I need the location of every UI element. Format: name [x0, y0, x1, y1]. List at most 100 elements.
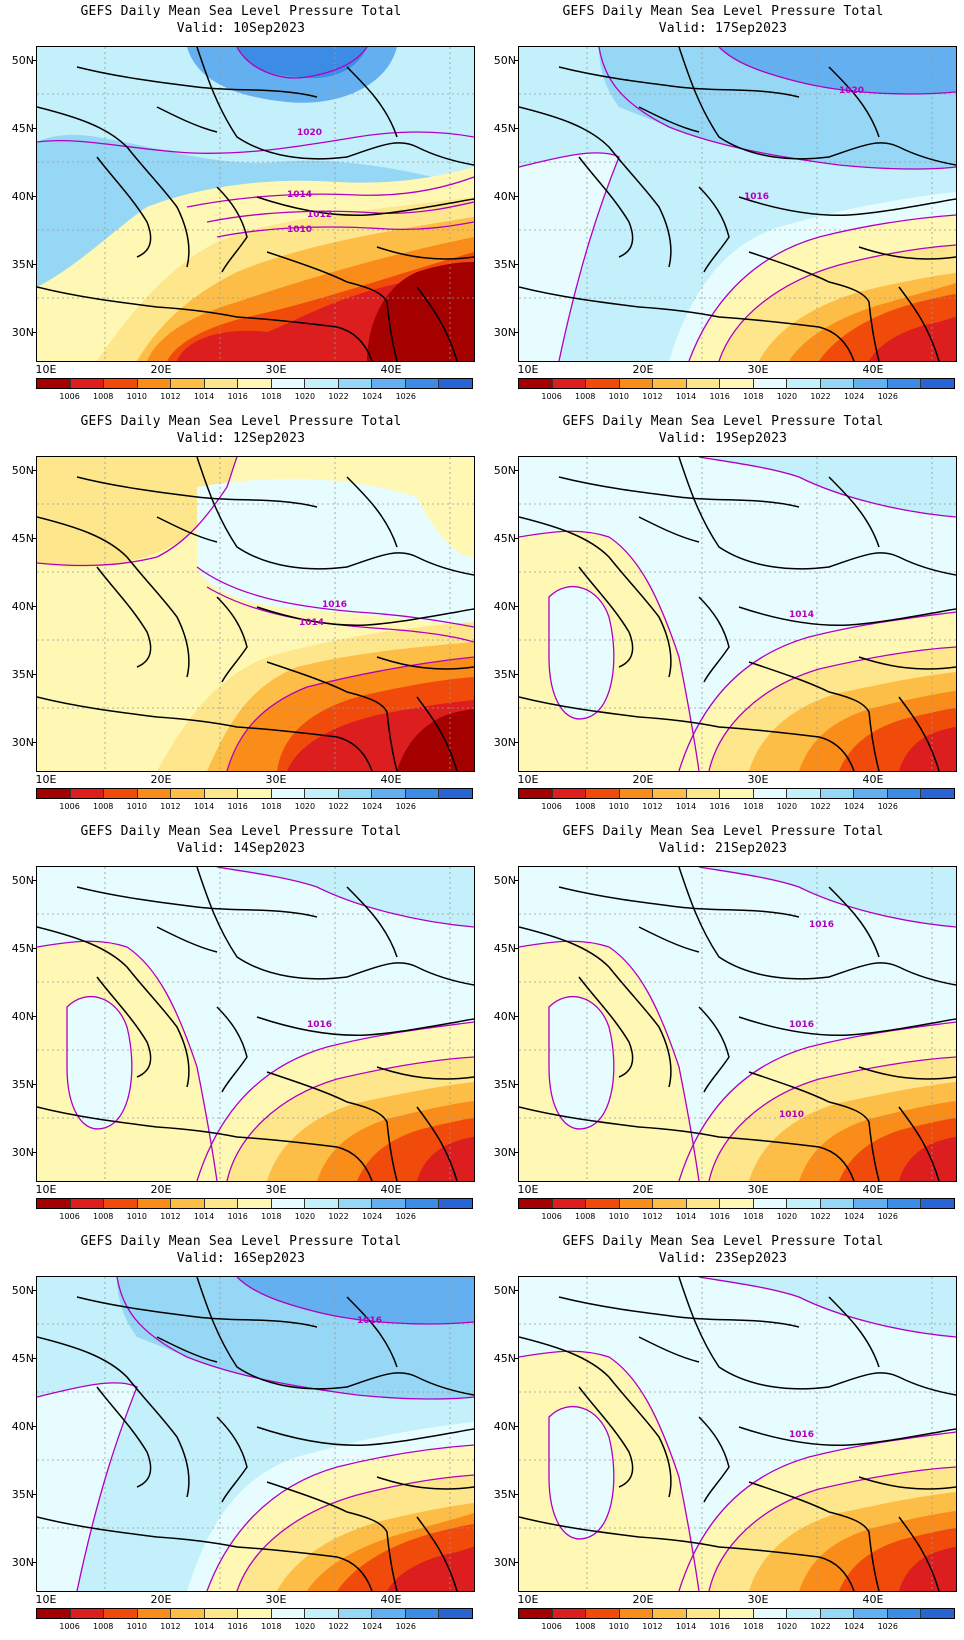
lon-label: 20E: [632, 773, 654, 786]
colorbar: [518, 1198, 955, 1209]
coastline: [216, 596, 248, 683]
colorbar-swatch: [854, 379, 888, 388]
isobar-line: [708, 646, 956, 771]
lat-label: 45N: [11, 532, 34, 545]
lat-label: 30N: [493, 736, 516, 749]
colorbar-swatch: [653, 1199, 687, 1208]
lat-label: 40N: [493, 1010, 516, 1023]
colorbar-label: 1018: [261, 1212, 282, 1221]
colorbar-label: 1014: [675, 1622, 697, 1631]
coastline: [519, 286, 855, 361]
map-panel: GEFS Daily Mean Sea Level Pressure Total…: [482, 1230, 964, 1640]
isobar-line: [718, 244, 956, 361]
coastline: [376, 1476, 474, 1490]
lat-tick: [514, 674, 518, 675]
coastline: [898, 696, 940, 771]
colorbar-swatch: [686, 789, 721, 798]
colorbar-swatch: [820, 1199, 855, 1208]
colorbar-label: 1026: [877, 392, 898, 401]
coastline: [738, 196, 956, 217]
contour-label: 1016: [789, 1430, 814, 1440]
colorbar-label: 1022: [328, 802, 349, 811]
colorbar-label: 1008: [93, 1212, 114, 1221]
colorbar-label: 1020: [776, 802, 798, 811]
colorbar-swatch: [338, 1199, 373, 1208]
lon-label: 20E: [632, 363, 654, 376]
colorbar: [36, 788, 473, 799]
lat-label: 35N: [11, 1488, 34, 1501]
coastline: [698, 596, 730, 683]
isobar-line: [698, 457, 956, 518]
colorbar-label: 1010: [608, 1622, 630, 1631]
pressure-band: [549, 1406, 614, 1539]
coastline: [519, 1336, 672, 1498]
isobar-line: [678, 1431, 956, 1591]
colorbar-swatch: [619, 1609, 654, 1618]
colorbar-label: 1010: [126, 1622, 148, 1631]
lat-label: 40N: [493, 190, 516, 203]
colorbar-swatch: [338, 1609, 373, 1618]
lat-tick: [514, 1290, 518, 1291]
panel-valid-date: Valid: 23Sep2023: [658, 1251, 788, 1266]
colorbar-swatch: [439, 379, 472, 388]
lat-label: 35N: [11, 668, 34, 681]
lat-label: 35N: [11, 1078, 34, 1091]
colorbar-label: 1018: [261, 802, 282, 811]
lon-label: 40E: [862, 773, 884, 786]
coastline: [416, 1516, 458, 1591]
colorbar-swatch: [686, 1199, 721, 1208]
colorbar-swatch: [104, 379, 138, 388]
colorbar-swatch: [405, 1199, 440, 1208]
colorbar-swatch: [586, 379, 620, 388]
isobar-line: [206, 201, 474, 223]
lat-tick: [32, 1562, 36, 1563]
coastline: [216, 186, 248, 273]
coastline: [376, 1066, 474, 1080]
colorbar-swatch: [405, 379, 440, 388]
lat-tick: [32, 1084, 36, 1085]
coastline: [96, 566, 152, 668]
pressure-map: 1016: [36, 1276, 475, 1592]
lon-label: 20E: [150, 773, 172, 786]
colorbar-swatch: [37, 1199, 71, 1208]
pressure-band: [387, 1547, 474, 1591]
lat-tick: [32, 606, 36, 607]
colorbar-swatch: [619, 379, 654, 388]
coastline: [416, 696, 458, 771]
lat-label: 50N: [493, 874, 516, 887]
colorbar-label: 1006: [59, 1622, 80, 1631]
pressure-band: [217, 867, 474, 927]
map-panel: GEFS Daily Mean Sea Level Pressure Total…: [0, 1230, 482, 1640]
isobar-line: [186, 176, 474, 208]
colorbar-swatch: [271, 379, 306, 388]
coastline: [519, 516, 672, 678]
lat-tick: [32, 332, 36, 333]
coastline: [738, 1016, 956, 1037]
isobar-line: [116, 1277, 474, 1400]
colorbar-swatch: [686, 1609, 721, 1618]
pressure-band: [899, 727, 956, 771]
colorbar-swatch: [519, 379, 553, 388]
coastline: [37, 286, 373, 361]
colorbar-swatch: [238, 379, 272, 388]
colorbar-label: 1006: [59, 802, 80, 811]
colorbar-label: 1014: [675, 802, 697, 811]
colorbar-label: 1022: [328, 1622, 349, 1631]
coastline: [156, 106, 218, 133]
lat-label: 35N: [493, 1078, 516, 1091]
colorbar-label: 1012: [642, 1622, 663, 1631]
panel-valid-date: Valid: 10Sep2023: [176, 21, 306, 36]
lat-label: 40N: [493, 600, 516, 613]
lon-label: 20E: [150, 1593, 172, 1606]
lat-label: 45N: [11, 1352, 34, 1365]
lat-label: 30N: [493, 1146, 516, 1159]
coastline: [216, 1416, 248, 1503]
colorbar-swatch: [686, 379, 721, 388]
pressure-band: [699, 1277, 956, 1337]
lat-label: 35N: [493, 668, 516, 681]
colorbar-label: 1020: [776, 392, 798, 401]
coastline: [256, 1016, 474, 1037]
lat-label: 50N: [493, 54, 516, 67]
coastline: [898, 1516, 940, 1591]
contour-label: 1016: [789, 1020, 814, 1030]
